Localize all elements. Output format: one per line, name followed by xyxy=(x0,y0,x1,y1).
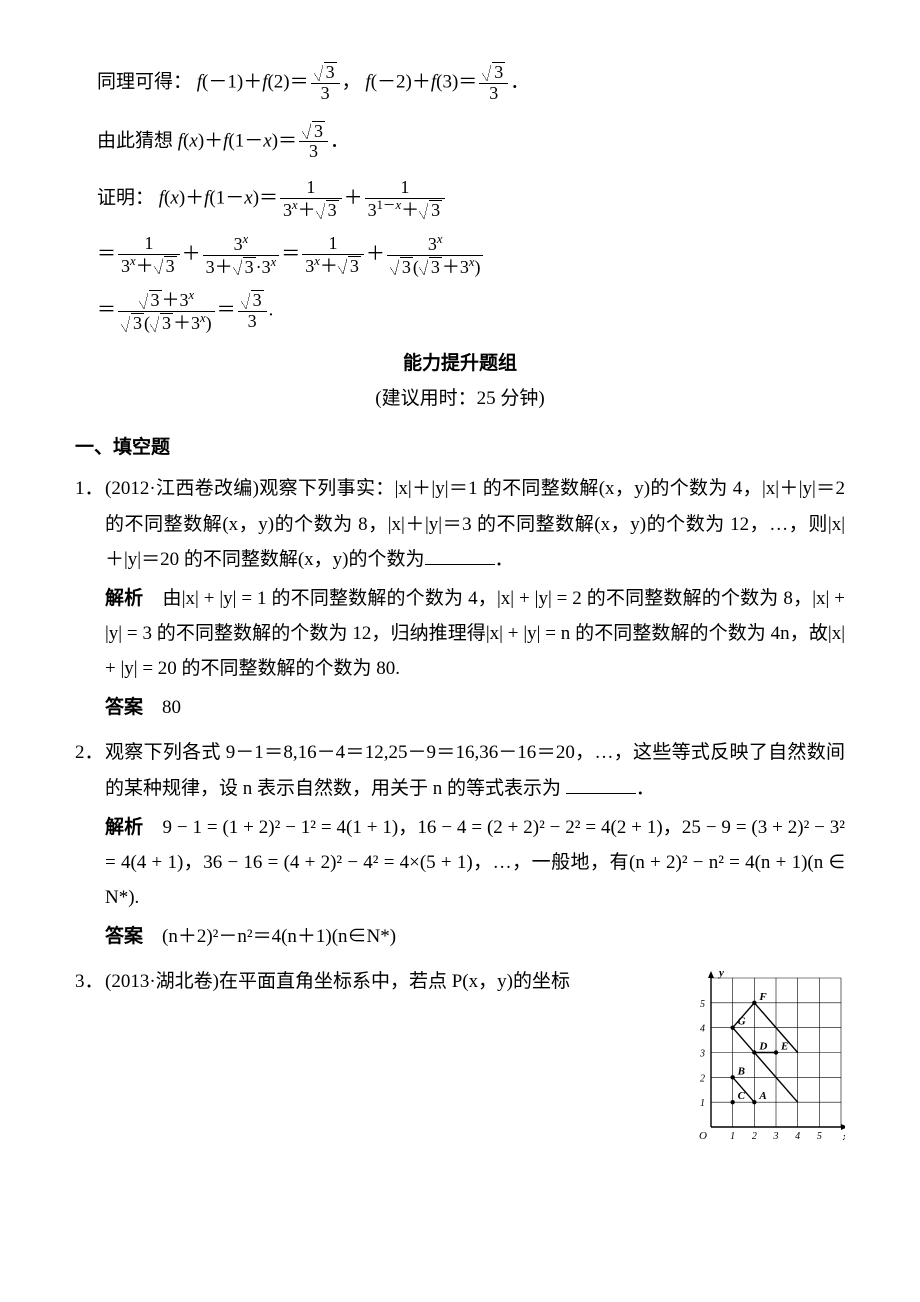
svg-text:4: 4 xyxy=(700,1024,705,1035)
svg-text:3: 3 xyxy=(773,1131,779,1142)
problem-text: (2012·江西卷改编)观察下列事实：|x|＋|y|＝1 的不同整数解(x，y)… xyxy=(105,471,845,576)
section-heading: 能力提升题组 xyxy=(75,346,845,381)
svg-text:2: 2 xyxy=(700,1074,705,1085)
text: ． xyxy=(510,72,529,93)
problem-number: 2． xyxy=(75,735,105,958)
fill-heading: 一、填空题 xyxy=(75,430,845,465)
text: 由此猜想 xyxy=(97,130,178,151)
svg-text:C: C xyxy=(738,1090,746,1102)
svg-text:3: 3 xyxy=(699,1049,705,1060)
math-line-5: ＝3＋3x3(3＋3x)＝33. xyxy=(97,289,845,334)
coordinate-figure: 1 2 3 4 5 1 2 3 4 5 Oy x A BC D E F G xyxy=(685,970,845,1145)
text: ． xyxy=(330,130,349,151)
svg-text:x: x xyxy=(842,1131,845,1143)
math-line-2: 由此猜想 f(x)＋f(1－x)＝33． xyxy=(97,122,845,163)
problem-1: 1． (2012·江西卷改编)观察下列事实：|x|＋|y|＝1 的不同整数解(x… xyxy=(75,471,845,729)
label-ans: 答案 xyxy=(105,697,143,718)
text: 同理可得： xyxy=(97,72,192,93)
svg-text:F: F xyxy=(758,991,767,1003)
problem-answer: 答案 (n＋2)²－n²＝4(n＋1)(n∈N*) xyxy=(105,919,845,954)
problem-number: 3． xyxy=(75,964,105,1145)
problem-analysis: 解析 9 − 1 = (1 + 2)² − 1² = 4(1 + 1)，16 −… xyxy=(105,810,845,915)
math-line-3: 证明： f(x)＋f(1－x)＝13x＋3＋131－x＋3 xyxy=(97,178,845,221)
label-jiexi: 解析 xyxy=(105,588,143,609)
problem-2: 2． 观察下列各式 9－1＝8,16－4＝12,25－9＝16,36－16＝20… xyxy=(75,735,845,958)
problem-answer: 答案 80 xyxy=(105,690,845,725)
math-line-4: ＝13x＋3＋3x3＋3·3x＝13x＋3＋3x3(3＋3x) xyxy=(97,233,845,278)
svg-text:E: E xyxy=(780,1041,788,1053)
svg-text:5: 5 xyxy=(817,1131,822,1142)
problem-3: 3． 1234512345OyxABCDEFG (2013·湖北卷)在平面直角坐… xyxy=(75,964,845,1145)
label-ans: 答案 xyxy=(105,926,143,947)
svg-text:5: 5 xyxy=(700,999,705,1010)
svg-text:y: y xyxy=(717,970,724,979)
svg-text:1: 1 xyxy=(730,1131,735,1142)
answer-blank xyxy=(566,773,636,794)
svg-text:2: 2 xyxy=(752,1131,757,1142)
math-line-1: 同理可得： f(－1)＋f(2)＝33， f(－2)＋f(3)＝33． xyxy=(97,63,845,104)
text: 证明： xyxy=(97,188,154,209)
svg-text:A: A xyxy=(758,1090,766,1102)
svg-text:O: O xyxy=(699,1130,707,1142)
svg-text:D: D xyxy=(758,1041,767,1053)
section-sub: (建议用时：25 分钟) xyxy=(75,381,845,416)
problem-number: 1． xyxy=(75,471,105,729)
svg-text:B: B xyxy=(737,1066,745,1078)
svg-text:1: 1 xyxy=(700,1098,705,1109)
problem-analysis: 解析 由|x| + |y| = 1 的不同整数解的个数为 4，|x| + |y|… xyxy=(105,581,845,686)
svg-text:4: 4 xyxy=(795,1131,800,1142)
svg-text:G: G xyxy=(738,1016,746,1028)
label-jiexi: 解析 xyxy=(105,817,143,838)
answer-blank xyxy=(425,544,495,565)
problem-text: 观察下列各式 9－1＝8,16－4＝12,25－9＝16,36－16＝20，…，… xyxy=(105,735,845,805)
text: ， xyxy=(342,72,361,93)
